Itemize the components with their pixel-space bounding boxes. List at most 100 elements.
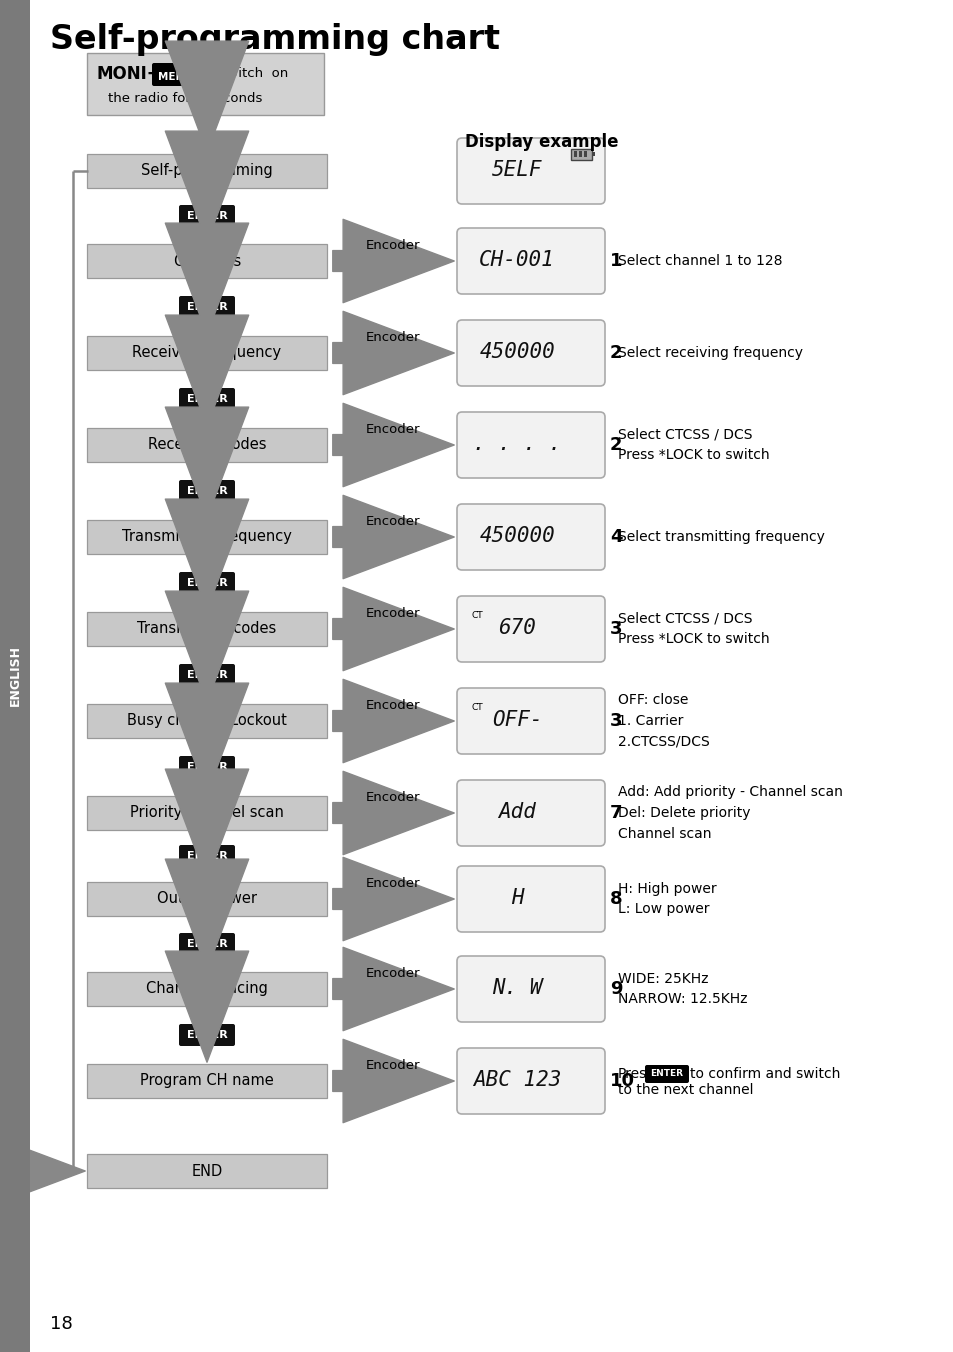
- Text: 1: 1: [609, 251, 622, 270]
- Text: ENTER: ENTER: [187, 763, 227, 772]
- Text: ENTER: ENTER: [650, 1069, 682, 1079]
- FancyBboxPatch shape: [179, 388, 234, 410]
- FancyBboxPatch shape: [179, 664, 234, 685]
- Text: N. W: N. W: [492, 977, 542, 998]
- Text: MENU: MENU: [157, 72, 193, 82]
- FancyBboxPatch shape: [179, 933, 234, 955]
- Text: Priority channel scan: Priority channel scan: [130, 806, 284, 821]
- Text: 3: 3: [609, 713, 622, 730]
- FancyBboxPatch shape: [87, 243, 327, 279]
- FancyBboxPatch shape: [179, 206, 234, 227]
- FancyBboxPatch shape: [592, 151, 595, 155]
- FancyBboxPatch shape: [456, 228, 604, 293]
- FancyBboxPatch shape: [456, 412, 604, 479]
- Text: Channels: Channels: [172, 254, 241, 269]
- Text: ENTER: ENTER: [187, 1030, 227, 1040]
- FancyBboxPatch shape: [87, 521, 327, 554]
- Text: Self-programming: Self-programming: [141, 164, 273, 178]
- Text: . . . .: . . . .: [473, 434, 560, 454]
- Text: Select receiving frequency: Select receiving frequency: [618, 346, 802, 360]
- FancyBboxPatch shape: [179, 1023, 234, 1046]
- FancyBboxPatch shape: [456, 504, 604, 571]
- Text: OFF-: OFF-: [492, 710, 542, 730]
- Text: 670: 670: [497, 618, 536, 638]
- Text: ENTER: ENTER: [187, 579, 227, 588]
- Text: 18: 18: [50, 1315, 72, 1333]
- FancyBboxPatch shape: [179, 480, 234, 502]
- FancyBboxPatch shape: [456, 1048, 604, 1114]
- Text: ENTER: ENTER: [187, 485, 227, 496]
- FancyBboxPatch shape: [87, 882, 327, 917]
- Text: Encoder: Encoder: [366, 239, 420, 251]
- Text: Encoder: Encoder: [366, 791, 420, 804]
- FancyBboxPatch shape: [87, 337, 327, 370]
- Text: 450000: 450000: [478, 342, 555, 362]
- FancyBboxPatch shape: [87, 704, 327, 738]
- Text: Select channel 1 to 128: Select channel 1 to 128: [618, 254, 781, 268]
- Text: WIDE: 25KHz
NARROW: 12.5KHz: WIDE: 25KHz NARROW: 12.5KHz: [618, 972, 747, 1006]
- Text: Self-programming chart: Self-programming chart: [50, 23, 499, 55]
- FancyBboxPatch shape: [456, 596, 604, 662]
- Text: 5ELF: 5ELF: [492, 160, 542, 180]
- FancyBboxPatch shape: [578, 151, 581, 157]
- FancyBboxPatch shape: [179, 845, 234, 867]
- Text: Select CTCSS / DCS
Press *LOCK to switch: Select CTCSS / DCS Press *LOCK to switch: [618, 611, 769, 646]
- Text: Select transmitting frequency: Select transmitting frequency: [618, 530, 824, 544]
- Text: 450000: 450000: [478, 526, 555, 546]
- FancyBboxPatch shape: [456, 780, 604, 846]
- Text: Encoder: Encoder: [366, 331, 420, 343]
- Text: 3: 3: [609, 621, 622, 638]
- Text: Select CTCSS / DCS
Press *LOCK to switch: Select CTCSS / DCS Press *LOCK to switch: [618, 427, 769, 462]
- FancyBboxPatch shape: [87, 1064, 327, 1098]
- FancyBboxPatch shape: [0, 0, 30, 1352]
- Text: Receiving codes: Receiving codes: [148, 438, 266, 453]
- Text: 2: 2: [609, 343, 622, 362]
- Text: ENGLISH: ENGLISH: [9, 645, 22, 707]
- Text: Encoder: Encoder: [366, 967, 420, 980]
- Text: 2: 2: [609, 435, 622, 454]
- FancyBboxPatch shape: [456, 138, 604, 204]
- Text: Add: Add priority - Channel scan
Del: Delete priority
Channel scan: Add: Add priority - Channel scan Del: De…: [618, 786, 842, 841]
- FancyBboxPatch shape: [87, 429, 327, 462]
- Text: Encoder: Encoder: [366, 877, 420, 890]
- FancyBboxPatch shape: [583, 151, 586, 157]
- Text: 4: 4: [609, 529, 622, 546]
- Text: Encoder: Encoder: [366, 515, 420, 529]
- FancyBboxPatch shape: [574, 151, 577, 157]
- Text: ABC 123: ABC 123: [473, 1069, 560, 1090]
- Text: Display example: Display example: [464, 132, 618, 151]
- Text: OFF: close
1. Carrier
2.CTCSS/DCS: OFF: close 1. Carrier 2.CTCSS/DCS: [618, 694, 709, 749]
- FancyBboxPatch shape: [179, 756, 234, 777]
- Text: the radio for 2 seconds: the radio for 2 seconds: [108, 92, 262, 105]
- Text: Encoder: Encoder: [366, 607, 420, 621]
- FancyBboxPatch shape: [456, 956, 604, 1022]
- FancyBboxPatch shape: [152, 64, 198, 87]
- Text: ENTER: ENTER: [187, 211, 227, 220]
- FancyBboxPatch shape: [87, 154, 327, 188]
- Text: to the next channel: to the next channel: [618, 1083, 753, 1096]
- Text: CT: CT: [472, 703, 483, 711]
- Text: Program CH name: Program CH name: [140, 1073, 274, 1088]
- Text: to confirm and switch: to confirm and switch: [689, 1067, 840, 1082]
- FancyBboxPatch shape: [87, 972, 327, 1006]
- Text: Press: Press: [618, 1067, 654, 1082]
- FancyBboxPatch shape: [87, 1155, 327, 1188]
- Text: Transmitting frequency: Transmitting frequency: [122, 530, 292, 545]
- FancyBboxPatch shape: [179, 572, 234, 594]
- Text: ENTER: ENTER: [187, 940, 227, 949]
- Text: H: H: [511, 888, 523, 909]
- Text: + switch  on: + switch on: [201, 68, 288, 80]
- FancyBboxPatch shape: [87, 796, 327, 830]
- Text: ENTER: ENTER: [187, 393, 227, 404]
- Text: Transmitting codes: Transmitting codes: [137, 622, 276, 637]
- Text: ENTER: ENTER: [187, 671, 227, 680]
- Text: Channel spacing: Channel spacing: [146, 982, 268, 996]
- Text: Encoder: Encoder: [366, 699, 420, 713]
- Text: Receiving frequency: Receiving frequency: [132, 346, 281, 361]
- FancyBboxPatch shape: [456, 320, 604, 387]
- Text: CH-001: CH-001: [478, 250, 555, 270]
- Text: 10: 10: [609, 1072, 635, 1090]
- FancyBboxPatch shape: [179, 296, 234, 318]
- FancyBboxPatch shape: [87, 53, 324, 115]
- Text: Output Power: Output Power: [157, 891, 256, 906]
